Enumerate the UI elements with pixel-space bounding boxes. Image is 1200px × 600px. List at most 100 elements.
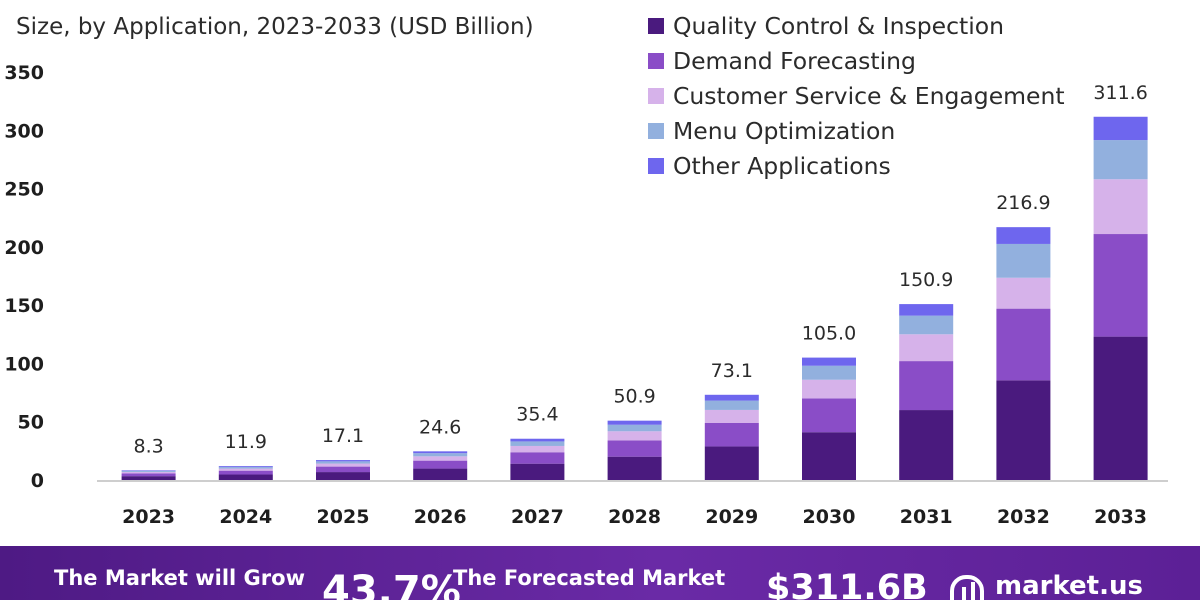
bar-segment	[607, 431, 662, 441]
bar-segment	[802, 398, 856, 433]
footer-forecast-text: The Forecasted Market	[453, 566, 726, 590]
bar-segment	[1093, 116, 1148, 141]
legend-swatch	[648, 157, 664, 174]
bar-segment	[218, 470, 273, 475]
bar-total-label: 8.3	[133, 435, 163, 457]
bar-total-label: 24.6	[419, 416, 461, 438]
y-tick-label: 100	[4, 353, 44, 375]
bar-segment	[316, 466, 370, 473]
bar-segment	[899, 315, 954, 335]
bar-segment	[121, 473, 176, 477]
footer-brand-name: market.us	[995, 571, 1143, 600]
bar-segment	[996, 243, 1051, 278]
bar-segment	[704, 400, 759, 410]
bar-segment	[413, 460, 468, 469]
legend-label: Customer Service & Engagement	[673, 81, 1065, 110]
y-tick-label: 150	[4, 295, 44, 317]
x-tick-label: 2032	[997, 506, 1050, 528]
bar-segment	[899, 304, 954, 316]
bar-segment	[704, 422, 759, 447]
y-tick-label: 350	[4, 62, 44, 84]
legend: Quality Control & Inspection Demand Forec…	[648, 8, 1065, 183]
bar-segment	[218, 468, 273, 471]
legend-label: Other Applications	[673, 151, 891, 180]
x-tick-label: 2030	[803, 506, 856, 528]
chart: Size, by Application, 2023-2033 (USD Bil…	[4, 8, 1168, 528]
bar-segment	[218, 467, 273, 469]
x-tick-label: 2023	[122, 506, 175, 528]
x-tick-label: 2029	[705, 506, 758, 528]
bar-segment	[607, 440, 662, 457]
bar-segment	[1093, 140, 1148, 180]
bar-segment	[218, 466, 273, 468]
x-tick-label: 2027	[511, 506, 564, 528]
bar-total-label: 11.9	[225, 431, 267, 453]
bar-segment	[704, 409, 759, 423]
y-tick-label: 0	[31, 470, 44, 492]
legend-swatch	[648, 17, 664, 34]
bar-segment	[802, 357, 856, 366]
bar-segment	[1093, 234, 1148, 337]
legend-item: Menu Optimization	[648, 113, 1065, 148]
bar-segment	[607, 420, 662, 425]
bar-segment	[899, 361, 954, 411]
footer-banner: The Market will Grow 43.7% The Forecaste…	[0, 546, 1200, 600]
bar-segment	[121, 476, 176, 480]
plot-area: 0 50 100 150 200 250 300 350 8.3 2023 11.9 2024 17.1…	[4, 62, 1168, 528]
bar-segment	[899, 410, 954, 480]
y-tick-label: 250	[4, 179, 44, 201]
bar-segment	[704, 394, 759, 401]
chart-subtitle: Size, by Application, 2023-2033 (USD Bil…	[16, 14, 534, 40]
bar-segment	[510, 441, 565, 446]
bar-segment	[413, 456, 468, 461]
bar-segment	[899, 334, 954, 362]
legend-item: Demand Forecasting	[648, 43, 1065, 78]
bar-segment	[316, 472, 370, 480]
legend-label: Demand Forecasting	[673, 46, 916, 75]
legend-label: Menu Optimization	[673, 116, 896, 145]
bar-segment	[1093, 179, 1148, 235]
bar-segment	[510, 452, 565, 464]
bar-segment	[413, 451, 468, 454]
brand-logo-icon	[950, 575, 984, 600]
bar-segment	[704, 446, 759, 480]
x-tick-label: 2033	[1094, 506, 1147, 528]
bar-segment	[218, 474, 273, 480]
bar-segment	[607, 456, 662, 480]
bar-segment	[996, 380, 1051, 480]
legend-label: Quality Control & Inspection	[673, 11, 1005, 40]
bar-total-label: 105.0	[802, 323, 856, 345]
bar-segment	[607, 424, 662, 432]
legend-swatch	[648, 87, 664, 104]
bar-total-label: 73.1	[711, 360, 753, 382]
bar-segment	[802, 379, 856, 399]
bar-total-label: 35.4	[516, 404, 558, 426]
bar-segment	[996, 308, 1051, 381]
bar-segment	[413, 453, 468, 457]
footer-cagr-value: 43.7%	[322, 568, 461, 600]
footer-grow-text: The Market will Grow	[54, 566, 305, 590]
bar-segment	[510, 445, 565, 453]
x-tick-label: 2028	[608, 506, 661, 528]
legend-swatch	[648, 52, 664, 69]
bar-segment	[510, 438, 565, 442]
bar-segment	[802, 365, 856, 380]
y-tick-label: 300	[4, 120, 44, 142]
legend-item: Quality Control & Inspection	[648, 8, 1065, 43]
bar-segment	[996, 227, 1051, 244]
bar-total-label: 50.9	[613, 386, 655, 408]
x-tick-label: 2026	[414, 506, 467, 528]
bar-segment	[802, 432, 856, 480]
bar-total-label: 17.1	[322, 425, 364, 447]
bar-total-label: 216.9	[996, 192, 1050, 214]
y-tick-label: 200	[4, 237, 44, 259]
bar-segment	[121, 470, 176, 472]
x-tick-label: 2024	[219, 506, 272, 528]
legend-item: Other Applications	[648, 148, 1065, 183]
x-tick-label: 2031	[900, 506, 953, 528]
x-tick-label: 2025	[317, 506, 370, 528]
bar-total-label: 311.6	[1093, 82, 1147, 104]
bar-segment	[316, 460, 370, 462]
bar-segment	[121, 470, 176, 471]
bar-segment	[316, 463, 370, 467]
